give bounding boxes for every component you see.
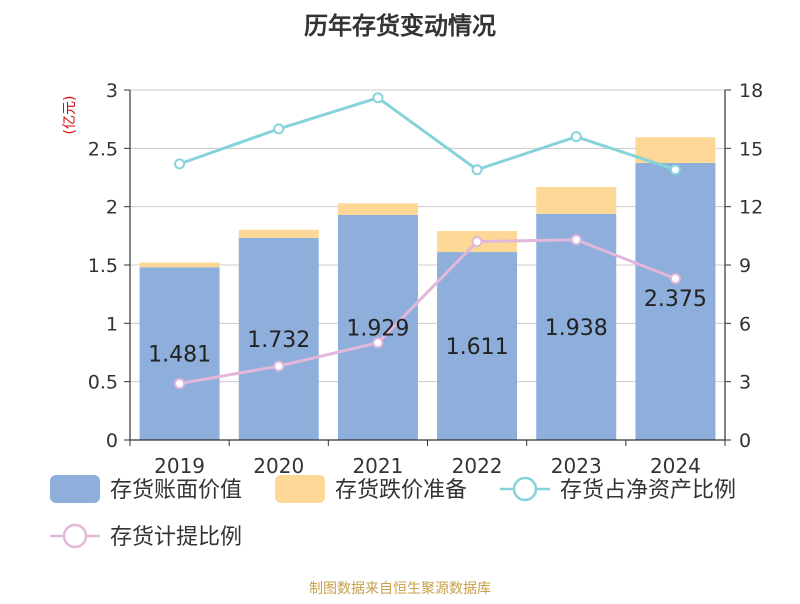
right-tick-label: 15 [739,138,763,160]
x-tick-label: 2019 [154,454,205,478]
left-axis-unit: (亿元) [62,96,78,135]
bar-impairment [635,137,716,163]
left-tick-label: 1.5 [88,255,118,277]
bar-impairment [139,262,220,268]
legend-swatch [50,475,100,503]
point-networth-ratio [570,131,582,143]
bar-book-value [437,252,518,440]
x-tick-label: 2022 [452,454,503,478]
bar-value-label: 2.375 [644,287,707,312]
point-networth-ratio [273,123,285,135]
right-tick-label: 9 [739,255,751,277]
right-tick-label: 3 [739,372,751,394]
bar-book-value [635,162,716,440]
point-provision-ratio [570,234,582,246]
bar-book-value [337,214,418,440]
point-provision-ratio [471,236,483,248]
legend-label: 存货跌价准备 [335,478,467,503]
left-tick-label: 0 [106,430,118,452]
bar-book-value [139,267,220,440]
bar-book-value [238,237,319,440]
legend-marker [62,523,88,549]
bar-impairment [337,203,418,215]
source-footer: 制图数据来自恒生聚源数据库 [309,581,491,597]
line-networth-ratio [179,96,676,172]
bar-value-label: 1.938 [545,316,608,341]
left-tick-label: 2 [106,197,118,219]
right-tick-label: 12 [739,197,763,219]
x-tick-label: 2024 [650,454,701,478]
legend-label: 存货计提比例 [110,525,242,550]
legend-marker [512,476,538,502]
legend-swatch [275,475,325,503]
left-tick-label: 0.5 [88,372,118,394]
point-provision-ratio [273,360,285,372]
point-networth-ratio [471,164,483,176]
right-tick-label: 18 [739,80,763,102]
left-tick-label: 2.5 [88,138,118,160]
chart-title: 历年存货变动情况 [304,12,496,40]
right-tick-label: 6 [739,313,751,335]
point-networth-ratio [669,164,681,176]
x-tick-label: 2020 [253,454,304,478]
bar-value-label: 1.732 [247,328,310,353]
right-tick-label: 0 [739,430,751,452]
legend-label: 存货账面价值 [110,478,242,503]
point-networth-ratio [372,92,384,104]
left-tick-label: 1 [106,313,118,335]
x-tick-label: 2021 [352,454,403,478]
point-provision-ratio [372,337,384,349]
bar-value-label: 1.929 [346,316,409,341]
x-tick-label: 2023 [551,454,602,478]
bar-value-label: 1.611 [446,335,509,360]
line-provision-ratio [179,238,676,386]
left-tick-label: 3 [106,80,118,102]
point-provision-ratio [174,378,186,390]
bar-value-label: 1.481 [148,343,211,368]
bar-impairment [536,187,617,214]
legend-label: 存货占净资产比例 [560,478,736,503]
point-provision-ratio [669,273,681,285]
point-networth-ratio [174,158,186,170]
bar-impairment [238,229,319,238]
